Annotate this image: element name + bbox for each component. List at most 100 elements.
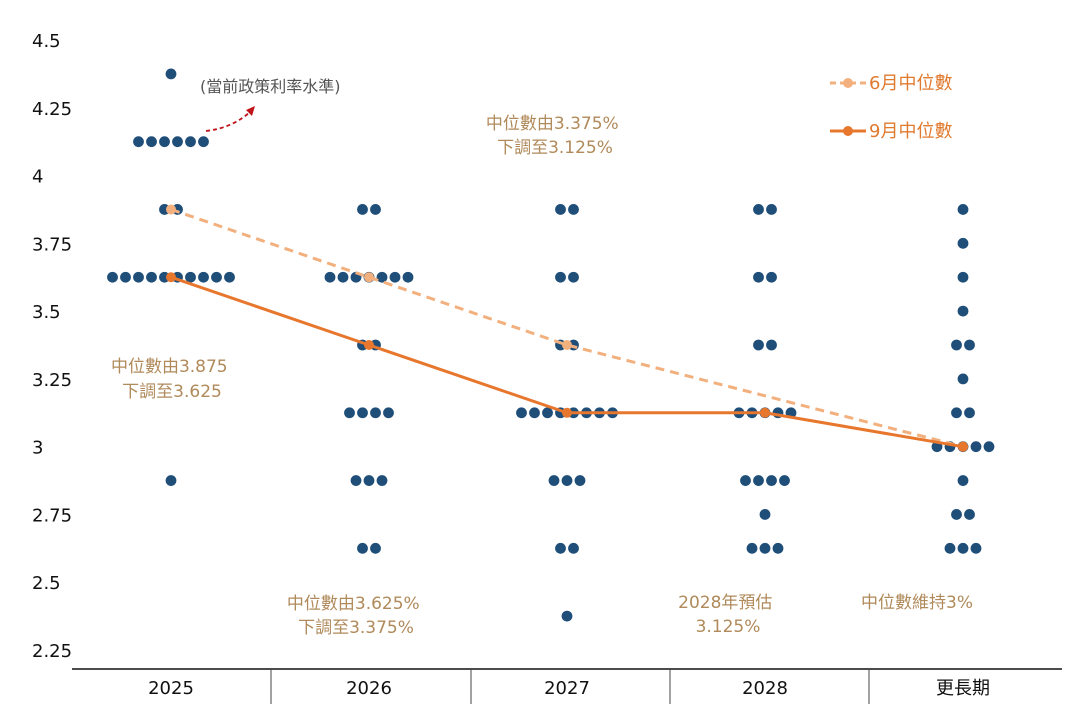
- participant-dot: [159, 136, 170, 148]
- june-median-point: [166, 204, 176, 215]
- participant-dot: [951, 407, 962, 419]
- participant-dot: [370, 407, 381, 419]
- participant-dot: [746, 542, 758, 554]
- x-tick-label: 2025: [148, 678, 194, 699]
- y-tick-label: 4.5: [32, 31, 61, 52]
- participant-dot: [951, 339, 962, 351]
- sept-median-point: [562, 407, 572, 418]
- participant-dot: [172, 136, 183, 148]
- participant-dot: [957, 373, 969, 385]
- participant-dot: [133, 271, 144, 283]
- y-axis: 2.25 2.5 2.75 3 3.25 3.5 3.75 4 4.25 4.5: [32, 31, 72, 662]
- participant-dot: [772, 542, 784, 554]
- participant-dot: [370, 542, 381, 554]
- participant-dot: [957, 204, 969, 215]
- participant-dot: [951, 509, 962, 520]
- participant-dot: [753, 475, 764, 486]
- participant-dot: [165, 68, 177, 80]
- legend-sept-label: 9月中位數: [869, 121, 952, 142]
- participant-dot: [766, 339, 777, 351]
- participant-dot: [555, 271, 566, 283]
- june-median-point: [562, 340, 572, 350]
- sept-median-line: [170, 275, 964, 449]
- participant-dot: [224, 271, 235, 283]
- participant-dot: [146, 136, 157, 148]
- sept-median-point: [364, 340, 374, 350]
- x-tick-label: 更長期: [936, 678, 990, 699]
- sept-median-point: [958, 441, 968, 452]
- june-median-line: [170, 208, 964, 449]
- participant-dot: [561, 475, 573, 486]
- participant-dot: [753, 204, 764, 215]
- participant-dot: [957, 237, 969, 249]
- legend-june-marker: [843, 78, 853, 88]
- participant-dot: [357, 204, 368, 215]
- participant-dot: [970, 542, 982, 554]
- participant-dot: [753, 339, 764, 351]
- current-rate-arrowhead-icon: [246, 106, 255, 116]
- annotation-2028: 2028年預估 3.125%: [678, 593, 778, 637]
- participant-dot: [389, 271, 401, 283]
- x-tick-label: 2027: [544, 678, 590, 699]
- participant-dot: [350, 475, 362, 486]
- participant-dot: [198, 271, 209, 283]
- current-rate-arrow-icon: [205, 111, 251, 132]
- participant-dot: [376, 271, 388, 283]
- participant-dot: [165, 475, 177, 486]
- participant-dot: [983, 441, 995, 453]
- participant-dot: [146, 271, 157, 283]
- participant-dot: [344, 407, 355, 419]
- x-tick-label: 2026: [346, 678, 392, 699]
- participant-dot: [107, 271, 118, 283]
- participant-dot: [766, 271, 777, 283]
- y-tick-label: 2.75: [32, 505, 72, 526]
- participant-dot: [964, 407, 975, 419]
- y-tick-label: 4.25: [32, 99, 72, 120]
- participant-dot: [779, 475, 790, 486]
- median-lines: [166, 204, 968, 452]
- current-rate-note: (當前政策利率水準): [200, 77, 341, 96]
- y-tick-label: 2.25: [32, 641, 72, 662]
- participant-dot: [964, 339, 975, 351]
- y-tick-label: 3.25: [32, 370, 72, 391]
- participant-dot: [568, 271, 579, 283]
- participant-dot: [568, 204, 579, 215]
- participant-dot: [561, 610, 573, 622]
- participant-dot: [957, 305, 969, 317]
- participant-dot: [383, 407, 394, 419]
- x-axis: [72, 668, 1062, 704]
- participant-dot: [370, 204, 381, 215]
- y-tick-label: 3.75: [32, 234, 72, 255]
- y-tick-label: 3: [32, 438, 43, 459]
- participant-dot: [759, 509, 771, 520]
- participant-dot: [357, 542, 368, 554]
- participant-dot: [516, 407, 527, 419]
- participant-dot: [337, 271, 349, 283]
- sept-median-point: [166, 272, 176, 283]
- participant-dot: [964, 509, 975, 520]
- participant-dot: [363, 475, 375, 486]
- participant-dot: [324, 271, 336, 283]
- y-tick-label: 2.5: [32, 573, 61, 594]
- participant-dot: [970, 441, 982, 453]
- legend-june-label: 6月中位數: [869, 73, 952, 94]
- participant-dot: [957, 542, 969, 554]
- participant-dot: [376, 475, 388, 486]
- y-tick-label: 4: [32, 167, 43, 188]
- participant-dot: [957, 475, 969, 486]
- participant-dot: [402, 271, 414, 283]
- june-median-point: [364, 272, 374, 283]
- participant-dot: [198, 136, 209, 148]
- participant-dot: [120, 271, 131, 283]
- annotation-2026: 中位數由3.625% 下調至3.375%: [287, 594, 425, 638]
- participant-dot: [185, 271, 196, 283]
- legend: 6月中位數 9月中位數: [830, 73, 952, 142]
- annotation-longer-run: 中位數維持3%: [861, 593, 973, 613]
- participant-dot: [211, 271, 222, 283]
- participant-dot: [753, 271, 764, 283]
- sept-median-point: [760, 407, 770, 418]
- participant-dot: [957, 271, 969, 283]
- participant-dot: [529, 407, 540, 419]
- participant-dot: [740, 475, 751, 486]
